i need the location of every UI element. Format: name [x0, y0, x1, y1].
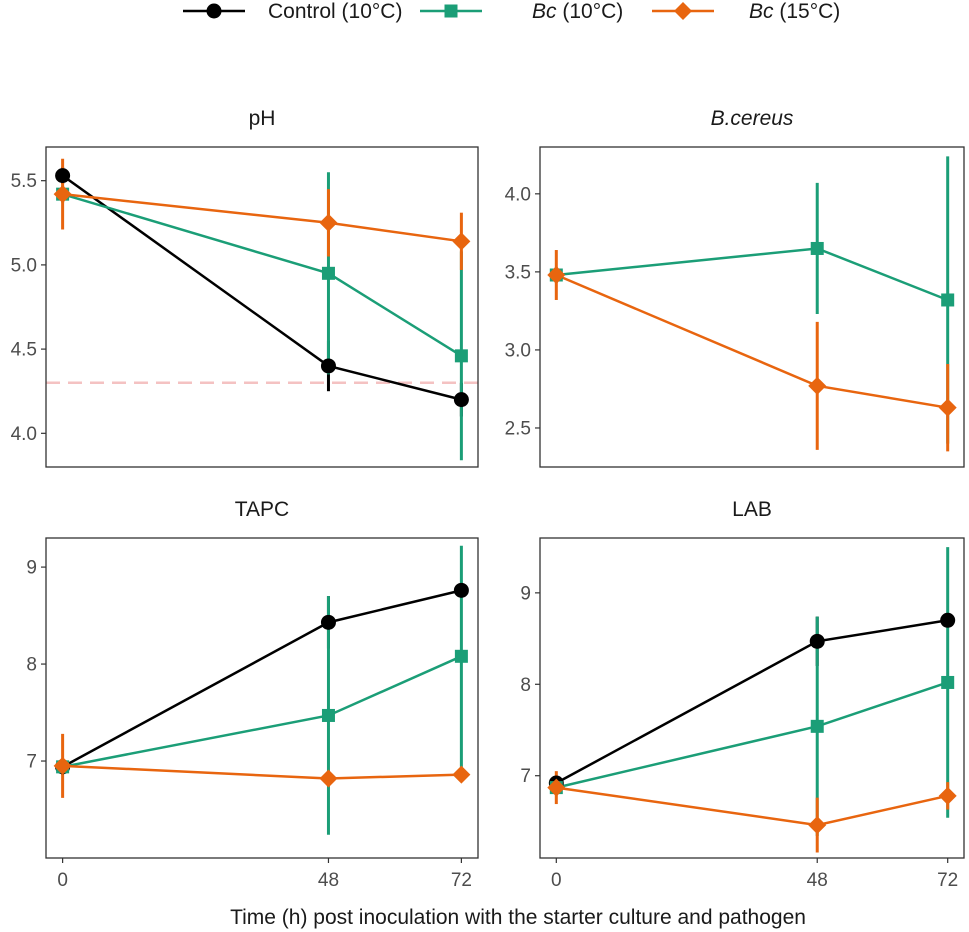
- panel-data: [46, 158, 478, 461]
- legend-item-bc10: Bc (10°C): [420, 0, 623, 23]
- y-tick-label: 5.0: [11, 255, 37, 276]
- panel-data: [547, 547, 957, 853]
- y-tick-label: 4.0: [11, 424, 37, 445]
- data-point-bc15: [452, 232, 471, 251]
- data-point-control: [940, 612, 956, 628]
- x-tick-label: 0: [57, 870, 68, 891]
- legend-label-part: Bc: [749, 0, 774, 23]
- panel-title: B.cereus: [711, 107, 794, 130]
- x-tick-label: 48: [318, 870, 339, 891]
- data-point-bc10: [321, 266, 335, 280]
- data-point-bc15: [319, 769, 338, 788]
- legend-label-part: Bc: [532, 0, 557, 23]
- legend-label-bc15: Bc (15°C): [749, 0, 840, 23]
- legend-label-bc10: Bc (10°C): [532, 0, 623, 23]
- legend-label-part: (15°C): [774, 0, 841, 23]
- panel-background: [540, 538, 964, 858]
- data-point-bc15: [808, 376, 827, 395]
- panel-frame: [45, 537, 479, 859]
- panel-frame: [539, 537, 965, 859]
- data-point-control: [320, 614, 336, 630]
- data-point-bc10: [454, 649, 468, 663]
- data-point-bc15: [547, 266, 566, 284]
- y-tick-label: 5.5: [11, 171, 37, 192]
- x-tick-label: 48: [807, 870, 828, 891]
- x-tick-label: 72: [451, 870, 472, 891]
- panel-frame: [539, 146, 965, 468]
- data-point-bc15: [547, 778, 566, 797]
- legend: Control (10°C) Bc (10°C) Bc (15°C): [183, 0, 840, 23]
- panel-background: [540, 147, 964, 467]
- legend-item-control: Control (10°C): [183, 0, 402, 23]
- legend-item-bc15: Bc (15°C): [652, 0, 840, 23]
- y-tick-label: 3.0: [505, 340, 531, 361]
- data-point-bc15: [53, 756, 72, 775]
- y-tick-label: 7: [520, 766, 531, 787]
- x-tick-label: 72: [937, 870, 958, 891]
- y-tick-label: 2.5: [505, 418, 531, 439]
- data-point-bc10: [321, 708, 335, 722]
- data-point-bc15: [452, 765, 471, 784]
- x-axis-label: Time (h) post inoculation with the start…: [230, 906, 806, 929]
- data-point-control: [809, 633, 825, 649]
- data-point-bc15: [938, 786, 957, 805]
- y-tick-label: 8: [520, 675, 531, 696]
- legend-marker-bc15: [674, 2, 692, 20]
- panel-data: [53, 545, 471, 835]
- data-point-control: [453, 392, 469, 408]
- x-tick-label: 0: [551, 870, 562, 891]
- panel-title: TAPC: [235, 498, 289, 521]
- panel-ph: pH 4.0 4.5 5.0 5.5: [11, 107, 479, 468]
- legend-label-part: Control (10°C): [268, 0, 402, 23]
- legend-label-control: Control (10°C): [268, 0, 402, 23]
- y-tick-label: 3.5: [505, 262, 531, 283]
- panel-title: LAB: [732, 498, 772, 521]
- y-tick-label: 7: [26, 752, 37, 773]
- data-point-bc15: [319, 213, 338, 232]
- panel-background: [46, 538, 478, 858]
- panel-tapc: TAPC 7 8 9 0 48 72: [26, 498, 479, 891]
- data-point-bc10: [941, 293, 955, 307]
- data-point-bc10: [941, 675, 955, 689]
- data-point-control: [453, 582, 469, 598]
- data-point-bc10: [810, 719, 824, 733]
- data-point-control: [320, 358, 336, 374]
- panel-lab: LAB 7 8 9 0 48 72: [520, 498, 965, 891]
- data-point-bc15: [938, 398, 957, 417]
- panel-frame: [45, 146, 479, 468]
- panel-title: pH: [249, 107, 276, 130]
- data-point-bc10: [454, 349, 468, 363]
- panel-background: [46, 147, 478, 467]
- panel-data: [547, 156, 957, 452]
- y-tick-label: 8: [26, 655, 37, 676]
- y-tick-label: 9: [26, 558, 37, 579]
- legend-label-part: (10°C): [557, 0, 624, 23]
- y-tick-label: 9: [520, 583, 531, 604]
- data-point-control: [55, 168, 71, 184]
- panels: pH 4.0 4.5 5.0 5.5 B.cereus 2.5 3.0 3.5 4.0 TAPC 7 8…: [11, 107, 965, 891]
- legend-marker-bc10: [444, 4, 458, 18]
- panel-b-cereus: B.cereus 2.5 3.0 3.5 4.0: [505, 107, 965, 468]
- y-tick-label: 4.5: [11, 340, 37, 361]
- y-tick-label: 4.0: [505, 184, 531, 205]
- data-point-bc10: [810, 241, 824, 255]
- data-point-bc15: [808, 816, 827, 835]
- legend-marker-control: [206, 3, 222, 19]
- data-point-bc15: [53, 185, 72, 204]
